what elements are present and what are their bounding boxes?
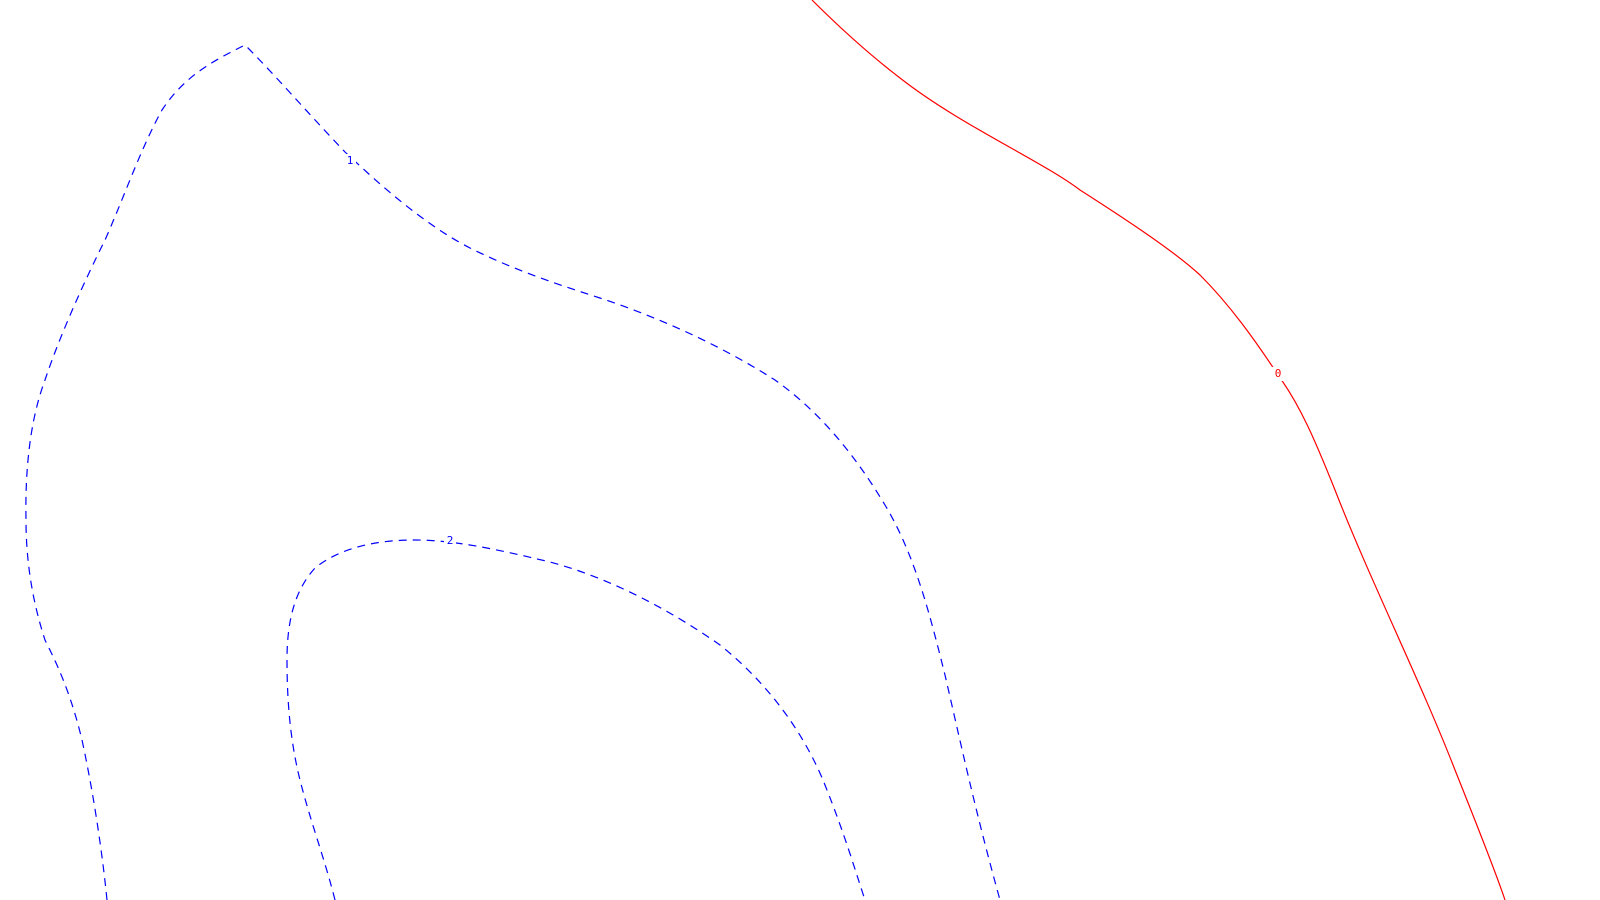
contour-line-2: 2: [286, 534, 866, 900]
contour-2-label: 2: [447, 534, 454, 547]
contour-1-path: [25, 44, 1001, 900]
contour-1-label: 1: [347, 154, 354, 167]
contour-0-label: 0: [1275, 367, 1282, 380]
contour-2-path: [286, 539, 866, 900]
contour-line-1: 1: [25, 44, 1001, 900]
contour-0-path: [811, 0, 1506, 900]
contour-line-0: 0: [811, 0, 1506, 900]
